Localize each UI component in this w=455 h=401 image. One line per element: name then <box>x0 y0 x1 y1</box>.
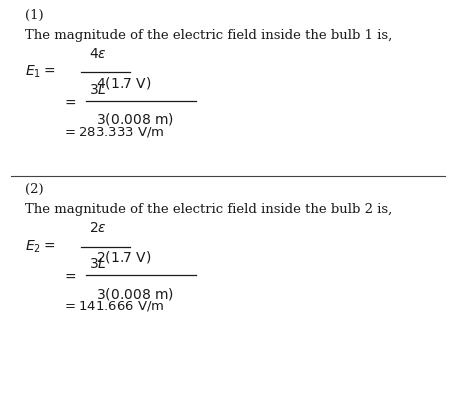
Text: $= 141.666\ \mathrm{V/m}$: $= 141.666\ \mathrm{V/m}$ <box>61 299 164 313</box>
Text: $3(0.008\ \mathrm{m})$: $3(0.008\ \mathrm{m})$ <box>96 286 173 302</box>
Text: (2): (2) <box>25 183 44 196</box>
Text: $3(0.008\ \mathrm{m})$: $3(0.008\ \mathrm{m})$ <box>96 111 173 128</box>
Text: $=$: $=$ <box>61 95 76 108</box>
Text: $2(1.7\ \mathrm{V})$: $2(1.7\ \mathrm{V})$ <box>96 249 151 265</box>
Text: $4\varepsilon$: $4\varepsilon$ <box>89 47 106 61</box>
Text: $2\varepsilon$: $2\varepsilon$ <box>89 221 106 235</box>
Text: $= 283.333\ \mathrm{V/m}$: $= 283.333\ \mathrm{V/m}$ <box>61 125 164 138</box>
Text: (1): (1) <box>25 9 44 22</box>
Text: $E_1 =$: $E_1 =$ <box>25 64 55 80</box>
Text: $3L$: $3L$ <box>89 83 106 97</box>
Text: $=$: $=$ <box>61 269 76 283</box>
Text: $E_2 =$: $E_2 =$ <box>25 239 55 255</box>
Text: $3L$: $3L$ <box>89 257 106 271</box>
Text: The magnitude of the electric field inside the bulb 1 is,: The magnitude of the electric field insi… <box>25 29 391 42</box>
Text: $4(1.7\ \mathrm{V})$: $4(1.7\ \mathrm{V})$ <box>96 75 151 91</box>
Text: The magnitude of the electric field inside the bulb 2 is,: The magnitude of the electric field insi… <box>25 203 391 216</box>
